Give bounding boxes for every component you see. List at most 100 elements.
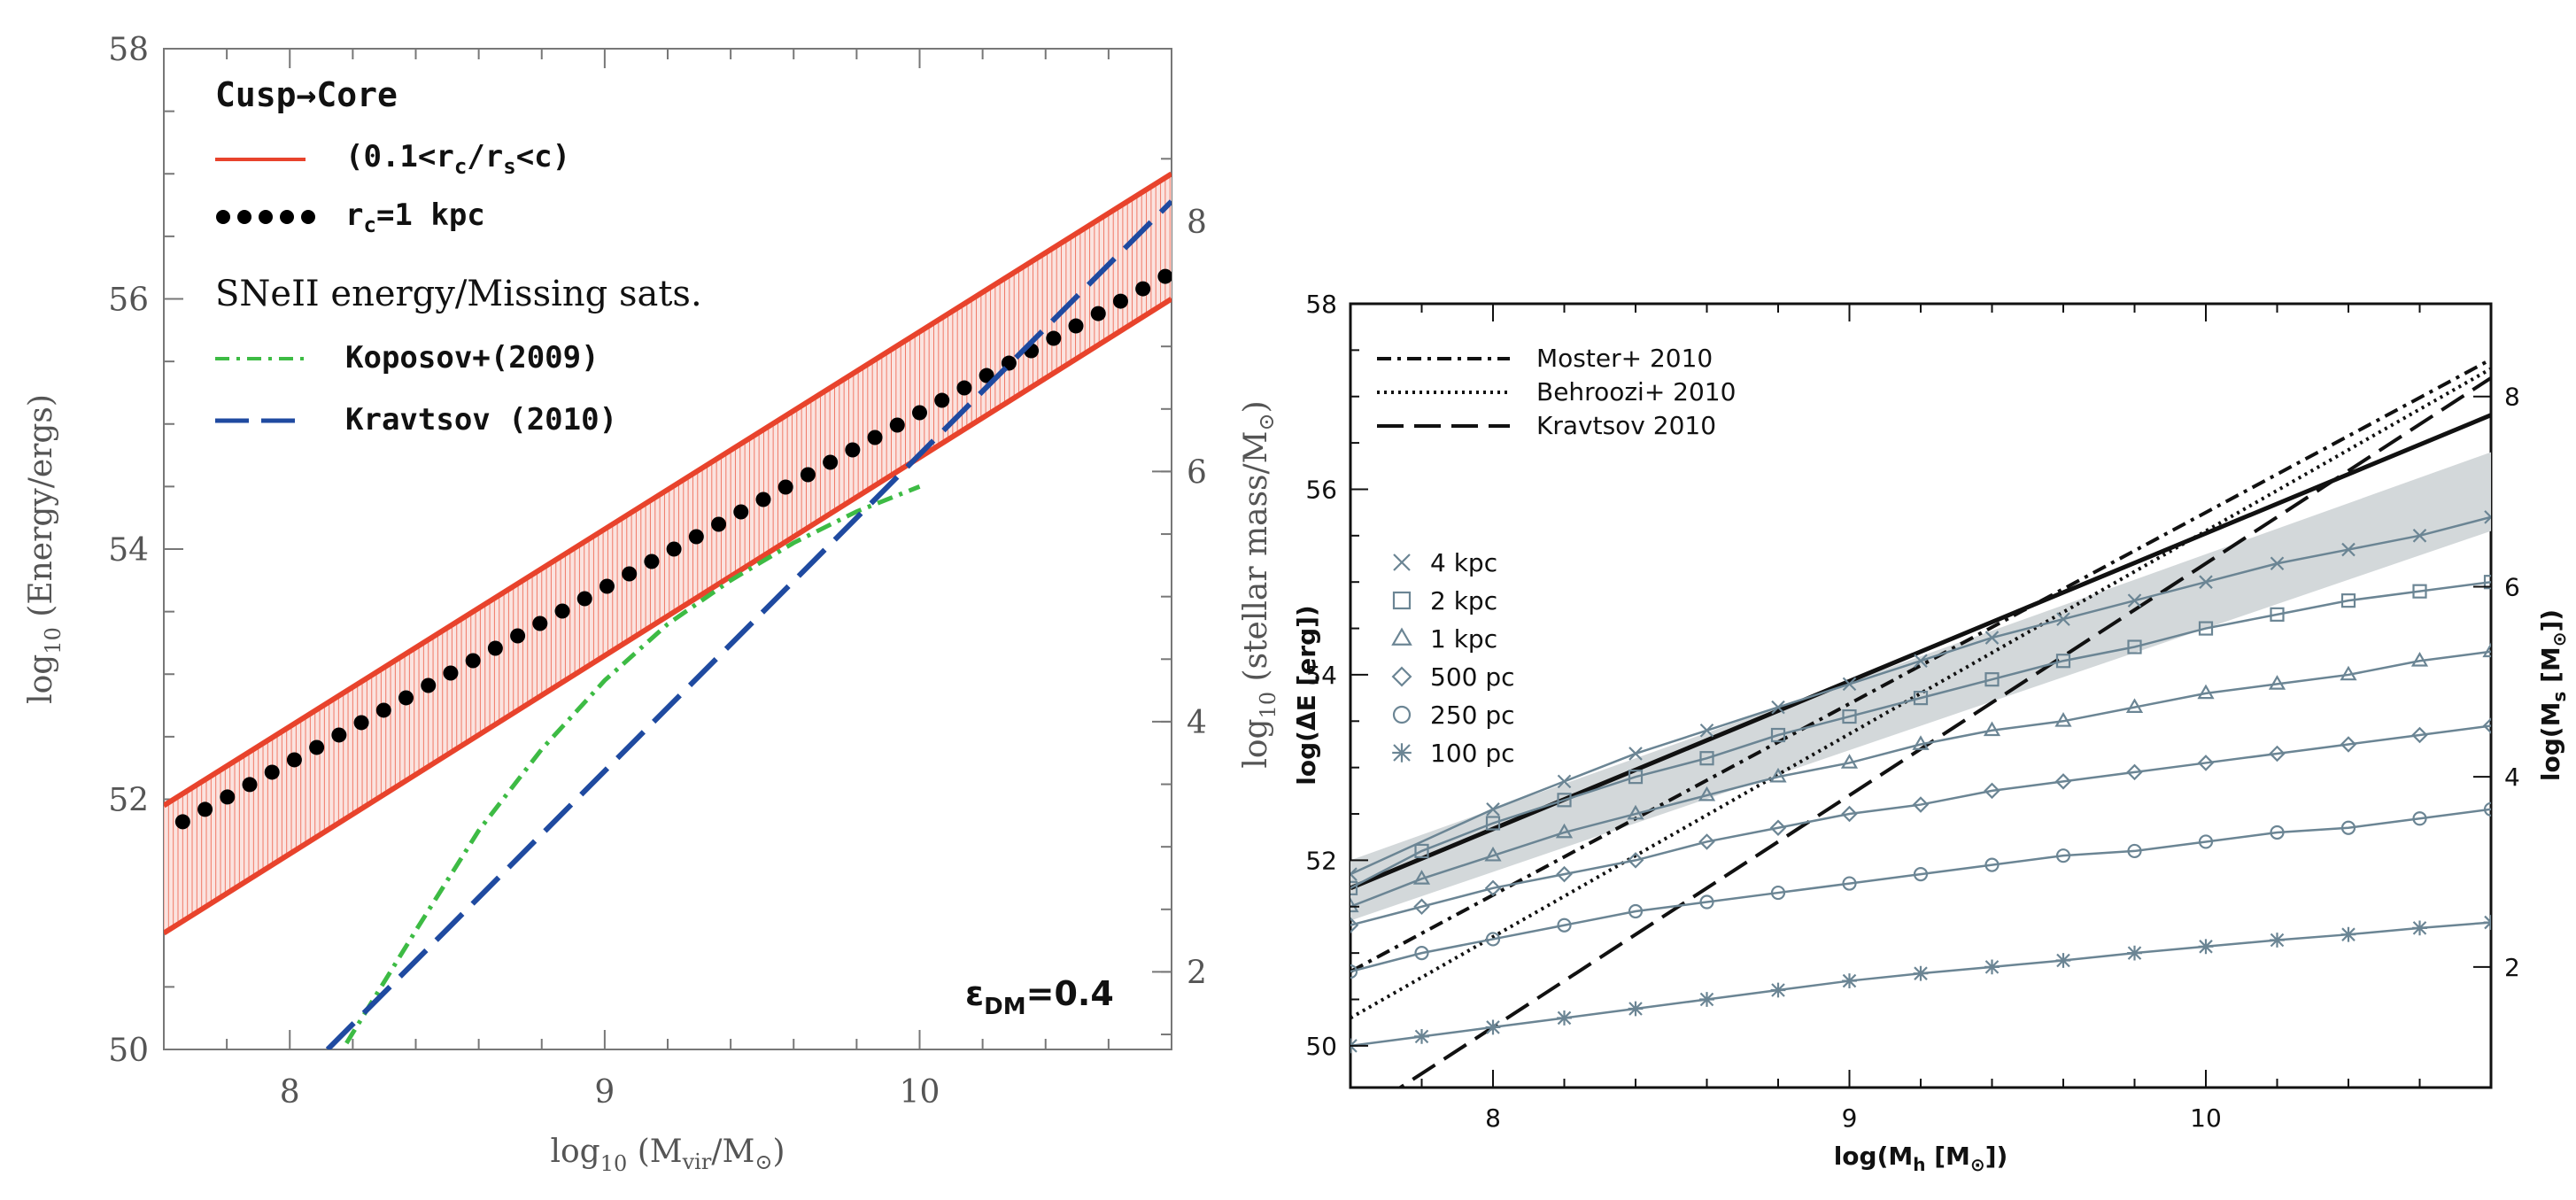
left-y2-tick-label: 2 [1187, 955, 1207, 991]
mean-relation-line [1350, 413, 2491, 891]
right-y2-axis-label: log(Ms [M⊙]) [2536, 609, 2570, 781]
series-1kpc-point [1698, 786, 1716, 801]
rc1kpc-point [532, 615, 548, 631]
series-500pc-point [2054, 773, 2072, 790]
series-100pc-point [1984, 959, 2000, 975]
right-y-tick-label: 56 [1305, 475, 1337, 504]
left-x-axis-label: log10 (Mvir/M⊙) [550, 1134, 785, 1176]
series-4kpc-point [2127, 593, 2142, 608]
legend-500pc-marker [1391, 666, 1412, 687]
rc1kpc-point [331, 727, 347, 743]
left-x-tick-label: 9 [594, 1074, 615, 1111]
moster-line [1350, 358, 2491, 973]
rc1kpc-point [1157, 268, 1172, 284]
series-250pc-point [1770, 885, 1786, 901]
rc1kpc-point [867, 430, 883, 445]
rc1kpc-point [823, 454, 839, 470]
series-2kpc-point [1984, 672, 2000, 687]
series-250pc-point [2412, 811, 2427, 826]
legend-500pc-label: 500 pc [1430, 662, 1515, 692]
legend-kravtsov2010-label: Kravtsov 2010 [1536, 411, 1716, 440]
series-2kpc-point [1913, 691, 1929, 706]
left-y-axis-label: log10 (Energy/ergs) [23, 394, 66, 704]
series-4kpc-point [1984, 631, 2000, 645]
series-250pc-point [2127, 843, 2142, 859]
series-2kpc-point [2127, 639, 2142, 654]
rc1kpc-point [755, 492, 771, 507]
series-4kpc-point [1699, 723, 1714, 738]
left-y-tick-label: 58 [108, 32, 149, 68]
series-250pc-point [1557, 917, 1572, 933]
rc1kpc-point [375, 702, 391, 718]
rc1kpc-point [711, 516, 727, 532]
series-100pc-point [1628, 1001, 1644, 1017]
right-y-tick-label: 52 [1305, 846, 1337, 875]
series-500pc-point [2269, 745, 2286, 763]
series-100pc-point [2055, 953, 2071, 968]
rc1kpc-point [845, 442, 861, 458]
series-100pc-point [2198, 939, 2214, 955]
series-100pc-line [1350, 921, 2491, 1048]
series-1kpc-point [1627, 804, 1644, 820]
series-4kpc-point [1628, 747, 1643, 761]
rc1kpc-point [733, 504, 749, 520]
right-plot-area [1350, 358, 2491, 1088]
rc1kpc-point [1068, 318, 1084, 334]
rc1kpc-point [777, 479, 793, 495]
legend-2kpc-label: 2 kpc [1430, 586, 1497, 615]
series-2kpc-point [2412, 584, 2427, 599]
series-2kpc-point [1699, 751, 1714, 766]
right-axis-ticks: 8 9 10 50 52 54 56 58 2 4 6 8 [1305, 290, 2519, 1133]
series-4kpc-point [1557, 774, 1572, 789]
legend-title-sne: SNeII energy/Missing sats. [215, 274, 702, 314]
series-100pc-point [1770, 982, 1786, 998]
rc1kpc-point [465, 653, 481, 669]
series-500pc-point [1698, 833, 1715, 850]
right-x-tick-label: 8 [1485, 1103, 1501, 1133]
band-upper-line [164, 171, 1172, 809]
series-2kpc-point [1485, 816, 1501, 831]
series-500pc-point [2411, 726, 2428, 744]
rc1kpc-point [622, 566, 638, 582]
series-100pc-point [2412, 920, 2427, 936]
right-x-tick-label: 10 [2190, 1103, 2222, 1133]
series-250pc-point [1485, 932, 1501, 947]
legend-band-label: (0.1<rc/rs<c) [345, 139, 570, 179]
left-y-tick-label: 52 [108, 783, 149, 819]
series-2kpc-point [2198, 621, 2214, 636]
epsilon-annotation: εDM=0.4 [965, 974, 1114, 1020]
series-100pc-point [1557, 1010, 1572, 1026]
rc1kpc-point [912, 405, 927, 421]
band-lower-line [164, 296, 1172, 936]
series-500pc-point [1484, 879, 1502, 897]
rc1kpc-point [800, 467, 816, 483]
series-4kpc-point [1350, 867, 1358, 881]
series-1kpc-point [1350, 897, 1359, 913]
right-x-tick-label: 9 [1842, 1103, 1858, 1133]
series-100pc-point [1913, 965, 1929, 981]
series-4kpc-point [1914, 654, 1928, 669]
series-1kpc-point [2125, 698, 2144, 713]
series-4kpc-point [1842, 677, 1857, 692]
left-plot-area [164, 171, 1172, 1049]
series-100pc-point [2270, 933, 2285, 948]
right-y-tick-label: 54 [1305, 661, 1337, 690]
series-250pc-point [1350, 964, 1358, 979]
legend-koposov-label: Koposov+(2009) [345, 340, 600, 375]
series-100pc-point [1699, 992, 1714, 1007]
series-1kpc-point [1412, 870, 1431, 885]
series-250pc-point [1842, 876, 1857, 891]
rc1kpc-point [242, 777, 258, 793]
series-250pc-point [2483, 801, 2491, 817]
series-4kpc-point [2412, 529, 2427, 543]
left-y2-tick-label: 8 [1187, 205, 1207, 241]
rc1kpc-point [353, 715, 369, 731]
rc1kpc-point [979, 368, 994, 383]
legend-1kpc-marker [1391, 627, 1412, 646]
legend-dots-swatch [216, 210, 315, 224]
series-1kpc-point [2268, 675, 2286, 690]
series-1kpc-point [1484, 846, 1502, 862]
rc1kpc-point [286, 752, 302, 768]
kravtsov-line [325, 199, 1172, 1049]
series-1kpc-point [2482, 642, 2491, 658]
